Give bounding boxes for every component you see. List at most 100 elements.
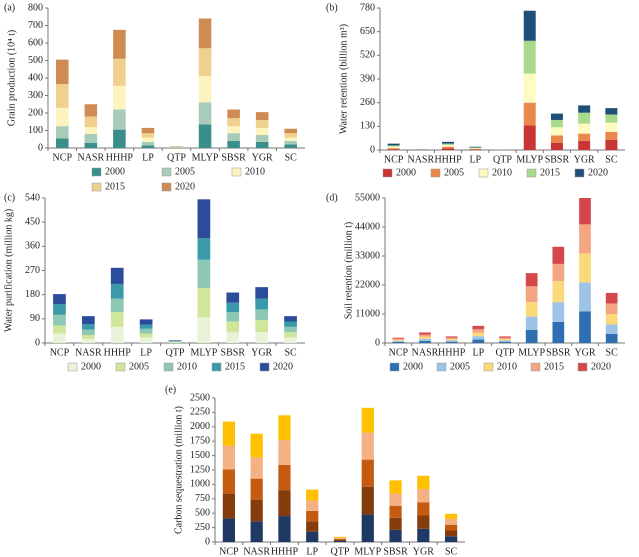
x-tick-label: NCP (53, 152, 73, 163)
bar-segment (550, 135, 563, 143)
x-tick-label: SBSR (546, 347, 571, 358)
bar-segment (81, 324, 95, 330)
legend-swatch (526, 168, 537, 178)
bar-segment (139, 324, 153, 329)
x-tick-label: HHHP (271, 546, 299, 557)
bar-segment (361, 486, 374, 515)
legend-swatch (161, 182, 172, 192)
legend-label: 2005 (450, 361, 470, 372)
bar-segment (605, 314, 618, 325)
bar-segment (284, 137, 298, 141)
legend-label: 2015 (540, 167, 560, 178)
bar-segment (198, 124, 212, 148)
y-tick-label: 0 (370, 144, 375, 155)
bar-segment (139, 319, 153, 325)
bar-segment (445, 336, 458, 338)
bar-segment (306, 500, 319, 511)
legend-swatch (430, 168, 441, 178)
legend-label: 2020 (588, 167, 608, 178)
legend-label: 2005 (444, 167, 464, 178)
bar-segment (139, 333, 153, 338)
y-tick-label: 300 (28, 90, 43, 101)
x-tick-label: HHHP (106, 152, 134, 163)
bar-segment (550, 142, 563, 150)
bar-segment (250, 521, 263, 542)
legend-swatch (91, 182, 102, 192)
bar-segment (472, 339, 485, 343)
bar-segment (361, 432, 374, 460)
bar-segment (417, 475, 430, 490)
bar-segment (442, 144, 455, 147)
bar-segment (284, 133, 298, 138)
bar-segment (333, 536, 347, 538)
bar-segment (579, 224, 591, 254)
bar-segment (255, 320, 269, 333)
y-tick-label: 500 (28, 55, 43, 66)
x-tick-label: QTP (167, 152, 186, 163)
y-tick-label: 800 (28, 2, 43, 13)
bar-segment (499, 341, 511, 343)
bar-segment (387, 145, 400, 147)
bar-segment (552, 302, 565, 322)
y-tick-label: 2250 (190, 407, 210, 418)
x-tick-label: LP (140, 347, 152, 358)
bar-segment (255, 298, 269, 310)
bar-segment (469, 147, 482, 149)
y-tick-label: 90 (30, 313, 40, 324)
bar-segment (605, 108, 618, 115)
x-tick-label: SC (606, 347, 619, 358)
bar-segment (84, 134, 98, 143)
y-tick-label: 1250 (190, 464, 210, 475)
bar-segment (113, 29, 126, 59)
legend-swatch (577, 362, 588, 372)
y-tick-label: 200 (28, 107, 43, 118)
y-tick-label: 0 (35, 337, 40, 348)
x-tick-label: NASR (243, 546, 270, 557)
bar-segment (333, 537, 347, 539)
bar-segment (523, 125, 536, 150)
bar-segment (255, 141, 269, 148)
bar-segment (579, 282, 591, 312)
bar-segment (387, 146, 400, 149)
bar-segment (442, 141, 455, 144)
bar-segment (445, 513, 458, 519)
x-tick-label: QTP (496, 347, 515, 358)
x-tick-label: YGR (574, 347, 595, 358)
bar-segment (306, 521, 319, 532)
panel-label: (b) (326, 2, 338, 13)
x-tick-label: LP (142, 152, 154, 163)
bar-segment (445, 341, 458, 343)
bar-segment (53, 333, 66, 343)
bar-segment (392, 338, 405, 340)
bar-segment (278, 516, 291, 542)
x-tick-label: HHHP (438, 347, 466, 358)
bar-segment (284, 141, 298, 145)
bar-segment (445, 518, 458, 525)
bar-segment (255, 134, 269, 142)
y-tick-label: 0 (205, 536, 210, 547)
legend-swatch (91, 167, 102, 177)
legend-label: 2000 (81, 361, 101, 372)
bar-segment (578, 140, 591, 150)
bar-segment (445, 536, 458, 542)
y-tick-label: 130 (360, 121, 375, 132)
x-tick-label: NCP (384, 154, 404, 165)
y-tick-label: 360 (25, 241, 40, 252)
y-tick-label: 1500 (190, 450, 210, 461)
legend-swatch (478, 168, 489, 178)
bar-segment (578, 112, 591, 124)
y-tick-label: 1750 (190, 435, 210, 446)
bar-segment (198, 18, 212, 49)
bar-segment (226, 312, 240, 322)
y-tick-label: 260 (360, 97, 375, 108)
bar-segment (333, 538, 347, 540)
bar-segment (392, 339, 405, 341)
y-axis-label: Water purification (million kg) (3, 209, 14, 332)
bar-segment (578, 133, 591, 141)
bar-segment (198, 48, 212, 77)
bar-segment (81, 338, 95, 343)
bar-segment (110, 267, 124, 284)
bar-segment (81, 329, 95, 335)
x-tick-label: NASR (77, 152, 104, 163)
